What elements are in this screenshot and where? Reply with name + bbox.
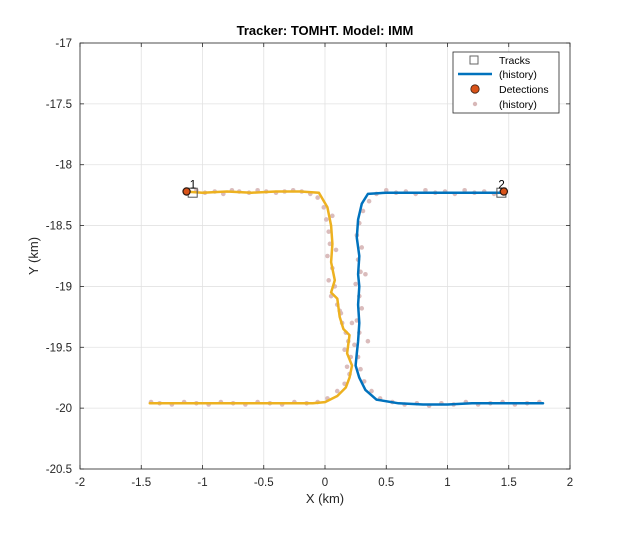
detection-history-point <box>363 271 368 277</box>
x-tick-label: 1 <box>444 477 450 489</box>
detection-history-point <box>325 253 330 259</box>
x-axis-label: X (km) <box>306 491 344 506</box>
detection-history-point <box>342 347 347 353</box>
y-tick-label: -19.5 <box>46 342 72 354</box>
detection-history-point <box>359 306 365 311</box>
y-axis-label: Y (km) <box>26 237 41 275</box>
detection-history-point <box>330 213 335 219</box>
detection-history-point <box>321 205 327 210</box>
track-label-2: 2 <box>498 180 504 192</box>
chart-title: Tracker: TOMHT. Model: IMM <box>237 23 414 38</box>
y-tick-label: -17.5 <box>46 99 72 111</box>
legend-detection-history-label: (history) <box>499 99 537 111</box>
legend-detection-history-marker <box>472 101 478 107</box>
track-history-lines <box>148 190 545 406</box>
detection-history-point <box>383 187 389 193</box>
detection-history-point <box>365 338 371 344</box>
detection-marker <box>182 187 191 196</box>
detection-history-point <box>423 187 428 193</box>
x-tick-label: 0 <box>322 477 328 489</box>
detection-history-point <box>360 208 366 214</box>
track-history-line-2 <box>354 191 545 406</box>
legend-box <box>452 51 560 114</box>
detection-history-point <box>349 320 355 326</box>
detection-history-point <box>334 388 340 394</box>
y-tick-label: -19 <box>55 281 72 293</box>
detection-history-point <box>323 217 329 222</box>
detection-history-point <box>359 245 365 250</box>
detection-marker <box>499 187 509 196</box>
detection-history-point <box>353 281 358 287</box>
x-tick-label: -2 <box>75 477 85 489</box>
x-tick-label: -0.5 <box>254 477 274 489</box>
y-tick-label: -18.5 <box>46 221 72 233</box>
x-tick-label: 1.5 <box>501 477 517 489</box>
detection-history-point <box>369 388 374 394</box>
y-tick-label: -20.5 <box>46 464 72 476</box>
detection-history-point <box>326 278 331 283</box>
y-tick-label: -20 <box>55 403 72 415</box>
detection-history-point <box>352 342 357 348</box>
x-tick-label: -1 <box>197 477 207 489</box>
detection-history-point <box>462 187 467 193</box>
detection-history-point <box>326 229 331 234</box>
detection-history-point <box>327 241 333 247</box>
y-tick-label: -18 <box>55 160 72 172</box>
track-history-line-1 <box>148 190 354 405</box>
detection-history-point <box>366 198 372 204</box>
legend: Tracks (history) Detections (history) <box>452 51 560 114</box>
legend-history-label: (history) <box>499 69 537 81</box>
x-tick-label: 2 <box>567 477 573 489</box>
legend-tracks-label: Tracks <box>499 55 530 67</box>
track-label-1: 1 <box>190 180 196 192</box>
y-tick-label: -17 <box>55 38 72 50</box>
detection-history-point <box>315 195 320 200</box>
detection-history-point <box>358 366 363 372</box>
legend-detections-label: Detections <box>499 84 549 96</box>
x-tick-label: -1.5 <box>131 477 151 489</box>
x-tick-label: 0.5 <box>378 477 394 489</box>
axis-ticks: -2 -1.5 -1 -0.5 0 0.5 1 1.5 2 -17 -17.5 -18 -18.5 -19… <box>46 38 573 489</box>
detection-history-point <box>344 364 350 370</box>
detection-history-point <box>333 247 339 253</box>
legend-detections-marker <box>470 84 480 94</box>
legend-tracks-marker <box>469 55 479 65</box>
